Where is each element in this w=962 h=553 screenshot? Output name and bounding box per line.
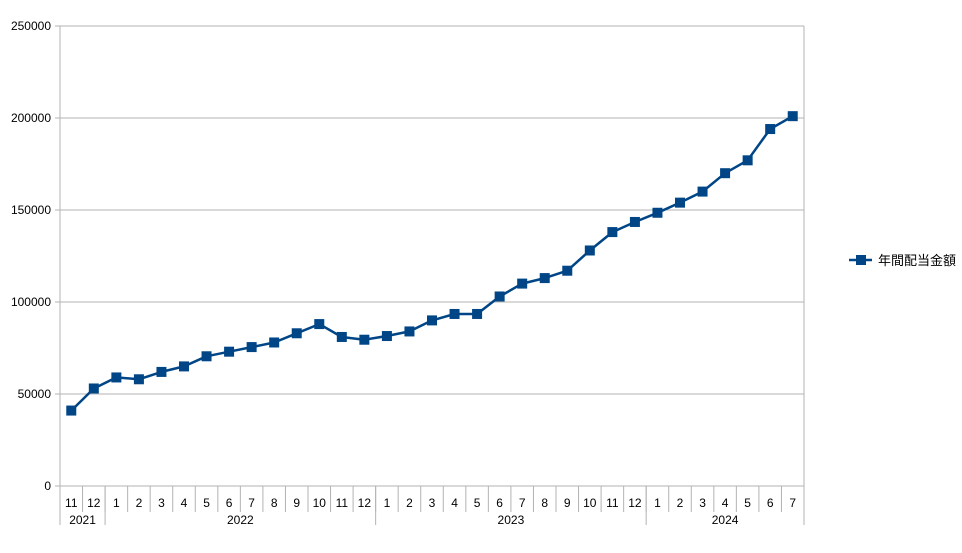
x-tick-label-month: 3 [699, 496, 706, 510]
data-point [156, 366, 167, 377]
x-tick-label-month: 8 [271, 496, 278, 510]
gridlines [60, 25, 804, 395]
y-tick-label: 200000 [11, 111, 51, 125]
x-axis: 11 12 1 2 3 4 5 6 7 8 9 10 11 12 1 2 3 4 5 6 7 8 9 10 11 12 1 2 3 4 5 6… [59, 486, 805, 527]
data-point [517, 278, 528, 289]
data-point [742, 155, 753, 166]
x-tick-label-month: 5 [744, 496, 751, 510]
y-tick-label: 0 [44, 479, 51, 493]
series-group [66, 111, 798, 416]
data-point [269, 337, 280, 348]
x-tick-label-month: 4 [722, 496, 729, 510]
x-tick-label-month: 7 [519, 496, 526, 510]
data-point [629, 216, 640, 227]
data-point [66, 405, 77, 416]
data-point [133, 374, 144, 385]
x-tick-label-year: 2022 [227, 513, 254, 527]
x-tick-label-month: 1 [654, 496, 661, 510]
legend-marker [856, 255, 866, 265]
x-tick-label-month: 1 [384, 496, 391, 510]
data-point [765, 124, 776, 135]
x-tick-label-month: 10 [313, 496, 327, 510]
x-tick-label-year: 2021 [69, 513, 96, 527]
x-tick-label-month: 12 [358, 496, 372, 510]
data-point [427, 315, 437, 326]
data-point [314, 319, 325, 330]
y-tick-label: 250000 [11, 19, 51, 33]
data-point [111, 372, 122, 383]
x-tick-label-month: 6 [496, 496, 503, 510]
data-point [494, 291, 505, 302]
y-tick-label: 100000 [11, 295, 51, 309]
x-tick-label-month: 11 [65, 496, 78, 510]
data-point [539, 273, 550, 284]
x-tick-label-month: 9 [564, 496, 571, 510]
x-tick-label-month: 10 [583, 496, 597, 510]
data-point [675, 197, 685, 208]
x-tick-label-month: 5 [474, 496, 481, 510]
x-tick-label-month: 11 [606, 496, 619, 510]
legend: 年間配当金額 [849, 253, 956, 269]
x-tick-label-year: 2024 [712, 513, 739, 527]
data-point [652, 207, 663, 218]
x-tick-label-month: 4 [451, 496, 458, 510]
x-tick-label-month: 7 [789, 496, 796, 510]
x-tick-label-month: 2 [406, 496, 413, 510]
x-tick-label-month: 2 [136, 496, 143, 510]
x-tick-label-month: 11 [336, 496, 349, 510]
x-tick-label-month: 12 [628, 496, 642, 510]
data-point [224, 346, 235, 357]
x-tick-label-month: 9 [293, 496, 300, 510]
plot-area-border [59, 26, 805, 487]
x-tick-label-month: 12 [87, 496, 101, 510]
y-tick-label: 50000 [18, 387, 52, 401]
data-point [697, 186, 708, 197]
legend-label: 年間配当金額 [878, 253, 956, 269]
data-point [607, 227, 618, 238]
data-point [449, 308, 460, 319]
x-tick-label-month: 5 [203, 496, 210, 510]
x-tick-label-month: 1 [113, 496, 120, 510]
data-point [381, 331, 392, 342]
x-tick-label-month: 6 [767, 496, 774, 510]
data-point [584, 245, 595, 256]
x-tick-label-month: 7 [248, 496, 255, 510]
data-point [179, 361, 189, 372]
y-tick-label: 150000 [11, 203, 51, 217]
data-point [246, 342, 257, 353]
data-point [472, 308, 483, 319]
x-tick-label-month: 4 [181, 496, 188, 510]
data-point [336, 331, 347, 342]
x-tick-label-month: 3 [429, 496, 436, 510]
data-point [359, 334, 370, 345]
data-point [720, 168, 731, 179]
x-tick-label-year: 2023 [498, 513, 525, 527]
x-tick-label-month: 2 [677, 496, 684, 510]
data-point [404, 326, 415, 337]
data-point [201, 351, 212, 362]
data-point [787, 111, 798, 122]
data-point [562, 265, 573, 276]
x-tick-label-month: 3 [158, 496, 165, 510]
x-tick-label-month: 6 [226, 496, 233, 510]
x-tick-label-month: 8 [541, 496, 548, 510]
y-axis: 0 50000 100000 150000 200000 250000 [11, 19, 60, 493]
data-point [88, 383, 99, 394]
data-point [291, 328, 302, 339]
